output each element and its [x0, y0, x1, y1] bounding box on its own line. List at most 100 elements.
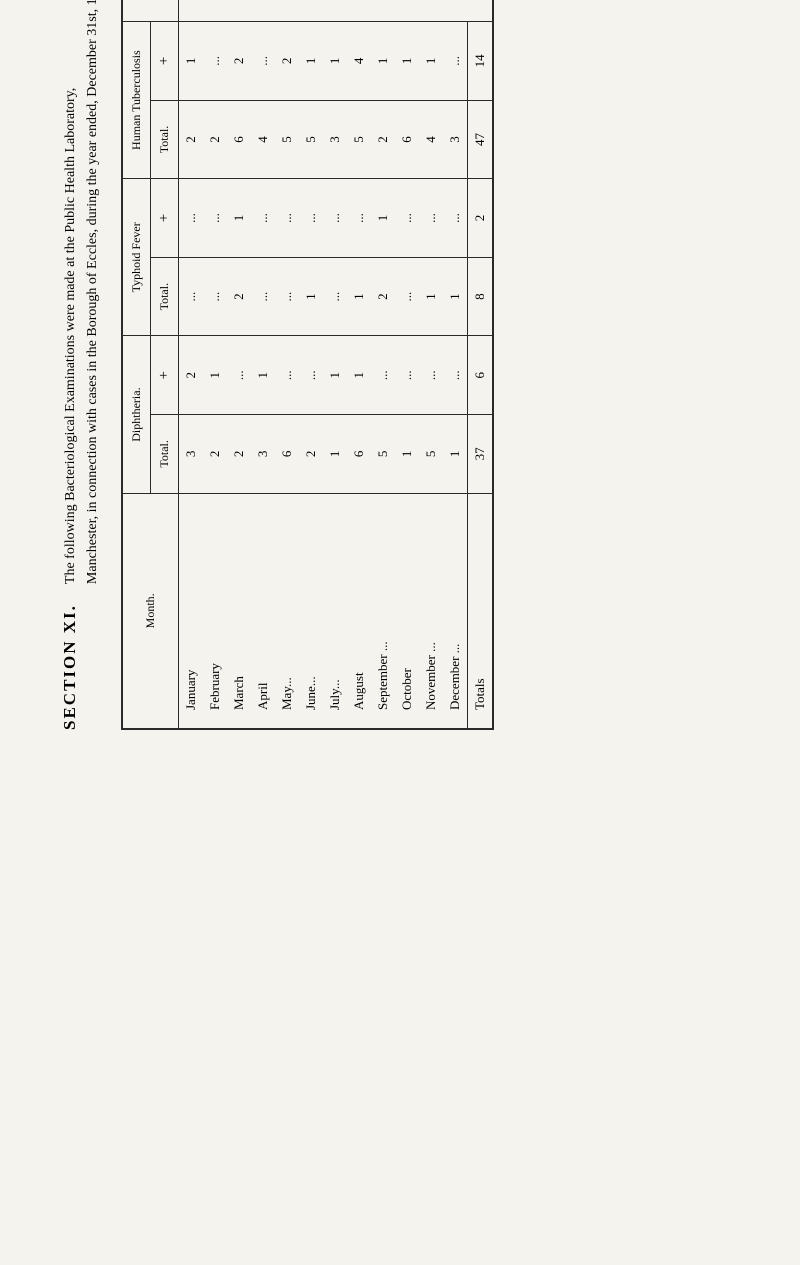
table-cell: 4 [419, 100, 443, 179]
table-cell: ... [179, 179, 204, 258]
table-cell: 6 [395, 100, 419, 179]
table-body: January32......21Naso—Pharyngeal Swabs (… [179, 0, 468, 729]
typ-plus-header: + [151, 179, 179, 258]
totals-dip-p: 6 [468, 336, 494, 415]
table-row: March2...2162 [227, 0, 251, 729]
table-cell: ... [251, 22, 275, 101]
various-investigations-cell: Naso—Pharyngeal Swabs (3) [179, 0, 468, 22]
table-row: November ...5...1...41 [419, 0, 443, 729]
table-cell: ... [419, 179, 443, 258]
table-cell: 1 [395, 22, 419, 101]
table-cell: ... [395, 179, 419, 258]
table-cell: ... [299, 336, 323, 415]
table-cell: 1 [371, 179, 395, 258]
table-cell: June... [299, 493, 323, 729]
table-cell: March [227, 493, 251, 729]
table-cell: 1 [299, 257, 323, 336]
table-cell: May... [275, 493, 299, 729]
totals-label: Totals [468, 493, 494, 729]
table-cell: 2 [299, 415, 323, 494]
col-diphtheria: Diphtheria. [122, 336, 151, 493]
table-cell: December ... [443, 493, 468, 729]
table-row: April31......4... [251, 0, 275, 729]
col-month: Month. [122, 493, 179, 729]
table-cell: 1 [323, 415, 347, 494]
table-cell: 2 [203, 415, 227, 494]
col-various: Various Investigations. [122, 0, 179, 22]
table-cell: 1 [227, 179, 251, 258]
table-cell: ... [203, 22, 227, 101]
table-cell: 3 [179, 415, 204, 494]
table-cell: 4 [347, 22, 371, 101]
table-cell: ... [323, 257, 347, 336]
table-cell: 3 [323, 100, 347, 179]
table-cell: July... [323, 493, 347, 729]
table-cell: February [203, 493, 227, 729]
table-cell: ... [395, 257, 419, 336]
table-cell: 2 [179, 100, 204, 179]
table-cell: ... [323, 179, 347, 258]
table-cell: 6 [275, 415, 299, 494]
typ-total-header: Total. [151, 257, 179, 336]
totals-tb-p: 14 [468, 22, 494, 101]
table-cell: 1 [251, 336, 275, 415]
totals-dip-t: 37 [468, 415, 494, 494]
table-cell: 2 [227, 257, 251, 336]
table-cell: ... [299, 179, 323, 258]
totals-tb-t: 47 [468, 100, 494, 179]
table-cell: ... [203, 257, 227, 336]
table-cell: October [395, 493, 419, 729]
table-cell: 1 [371, 22, 395, 101]
table-cell: 1 [347, 336, 371, 415]
section-line-1: The following Bacteriological Examinatio… [63, 88, 78, 584]
totals-typ-t: 8 [468, 257, 494, 336]
table-cell: 5 [347, 100, 371, 179]
table-cell: 1 [395, 415, 419, 494]
table-cell: ... [275, 257, 299, 336]
table-cell: ... [227, 336, 251, 415]
tb-plus-header: + [151, 22, 179, 101]
table-cell: 1 [323, 336, 347, 415]
table-cell: 6 [227, 100, 251, 179]
table-cell: ... [251, 257, 275, 336]
table-cell: 3 [251, 415, 275, 494]
table-cell: 2 [371, 100, 395, 179]
table-cell: 5 [299, 100, 323, 179]
section-description: The following Bacteriological Examinatio… [60, 0, 103, 584]
col-human-tb: Human Tuberculosis [122, 22, 151, 179]
table-cell: 6 [347, 415, 371, 494]
section-heading: SECTION XI. The following Bacteriologica… [60, 0, 103, 730]
table-cell: 2 [203, 100, 227, 179]
table-cell: 2 [275, 22, 299, 101]
table-cell: September ... [371, 493, 395, 729]
table-row: September ...5...2121 [371, 0, 395, 729]
table-cell: 2 [371, 257, 395, 336]
table-cell: ... [443, 179, 468, 258]
table-cell: ... [347, 179, 371, 258]
table-cell: 1 [179, 22, 204, 101]
table-cell: 2 [227, 22, 251, 101]
table-cell: 1 [347, 257, 371, 336]
table-row: October1.........61 [395, 0, 419, 729]
tb-total-header: Total. [151, 100, 179, 179]
table-cell: ... [395, 336, 419, 415]
table-cell: 1 [203, 336, 227, 415]
table-cell: November ... [419, 493, 443, 729]
table-cell: ... [275, 179, 299, 258]
table-cell: April [251, 493, 275, 729]
table-cell: 2 [227, 415, 251, 494]
table-cell: 3 [443, 100, 468, 179]
totals-typ-p: 2 [468, 179, 494, 258]
dip-total-header: Total. [151, 415, 179, 494]
col-typhoid: Typhoid Fever [122, 179, 151, 336]
table-cell: ... [443, 336, 468, 415]
table-cell: ... [371, 336, 395, 415]
table-cell: 5 [419, 415, 443, 494]
table-cell: ... [275, 336, 299, 415]
table-cell: 1 [419, 257, 443, 336]
table-cell: ... [203, 179, 227, 258]
table-row: July...11......31 [323, 0, 347, 729]
table-cell: 5 [371, 415, 395, 494]
table-cell: 1 [323, 22, 347, 101]
table-cell: ... [251, 179, 275, 258]
